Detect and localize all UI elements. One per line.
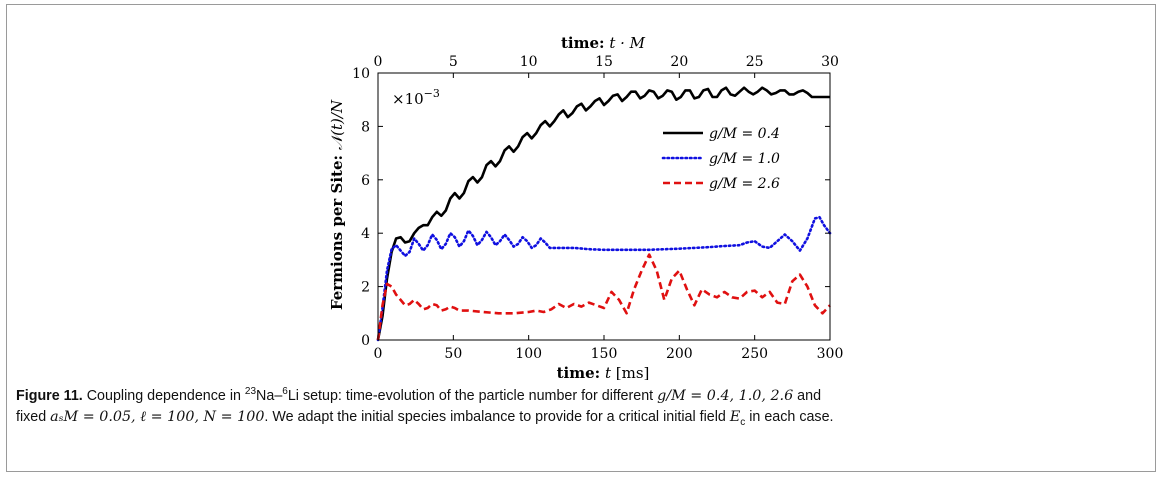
y-tick-label: 6 — [361, 173, 370, 189]
figure-label: Figure 11. — [16, 387, 83, 404]
caption-text: . We adapt the initial species imbalance… — [264, 408, 730, 425]
y-tick-label: 2 — [361, 280, 370, 296]
legend-label-2: g/M = 1.0 — [709, 151, 780, 167]
series-line-2 — [376, 215, 832, 342]
caption-line-1: Figure 11. Coupling dependence in 23Na–6… — [16, 381, 1144, 407]
caption-math: E — [729, 408, 741, 425]
legend-label-1: g/M = 0.4 — [709, 126, 780, 142]
bottom-axis-title: time: t [ms] — [557, 364, 650, 380]
x-top-tick-label: 25 — [746, 54, 764, 70]
x-tick-label: 200 — [666, 346, 693, 362]
caption-math: g/M = 0.4, 1.0, 2.6 — [657, 387, 794, 404]
caption-text: fixed — [16, 408, 51, 425]
caption-text: Coupling dependence in — [86, 387, 245, 404]
figure-frame — [6, 4, 1156, 472]
caption-text: in each case. — [745, 408, 834, 425]
legend-label-3: g/M = 2.6 — [709, 176, 780, 192]
x-top-tick-label: 10 — [520, 54, 538, 70]
y-tick-label: 8 — [361, 119, 370, 135]
x-tick-label: 250 — [741, 346, 768, 362]
x-tick-label: 50 — [444, 346, 462, 362]
x-tick-label: 100 — [515, 346, 542, 362]
caption-line-2: fixed aₛM = 0.05, ℓ = 100, N = 100. We a… — [16, 407, 1144, 433]
x-top-tick-label: 20 — [670, 54, 688, 70]
caption-text: Li setup: time-evolution of the particle… — [287, 387, 658, 404]
plot-frame — [377, 72, 831, 341]
series-line-1 — [376, 86, 830, 341]
x-top-tick-label: 0 — [374, 54, 383, 70]
caption-text: Na– — [256, 387, 283, 404]
isotope-li: 6 — [282, 386, 288, 397]
scale-note: ×10−3 — [392, 87, 440, 108]
y-tick-label: 0 — [361, 333, 370, 349]
caption-math: aₛM = 0.05, ℓ = 100, N = 100 — [50, 408, 265, 425]
x-tick-label: 150 — [591, 346, 618, 362]
caption-text: and — [793, 387, 822, 404]
x-top-tick-label: 15 — [595, 54, 613, 70]
figure-caption: Figure 11. Coupling dependence in 23Na–6… — [16, 381, 1144, 433]
y-tick-label: 10 — [352, 66, 370, 82]
top-axis-title: time: t · M — [561, 34, 646, 52]
series-line-3 — [376, 253, 831, 341]
x-top-tick-label: 30 — [821, 54, 839, 70]
caption-math: c — [740, 416, 746, 428]
x-top-tick-label: 5 — [449, 54, 458, 70]
y-axis-title: Fermions per Site: 𝒩(t)/N — [328, 99, 346, 310]
isotope-na: 23 — [244, 386, 257, 397]
x-tick-label: 300 — [817, 346, 844, 362]
x-tick-label: 0 — [374, 346, 383, 362]
y-tick-label: 4 — [361, 226, 370, 242]
